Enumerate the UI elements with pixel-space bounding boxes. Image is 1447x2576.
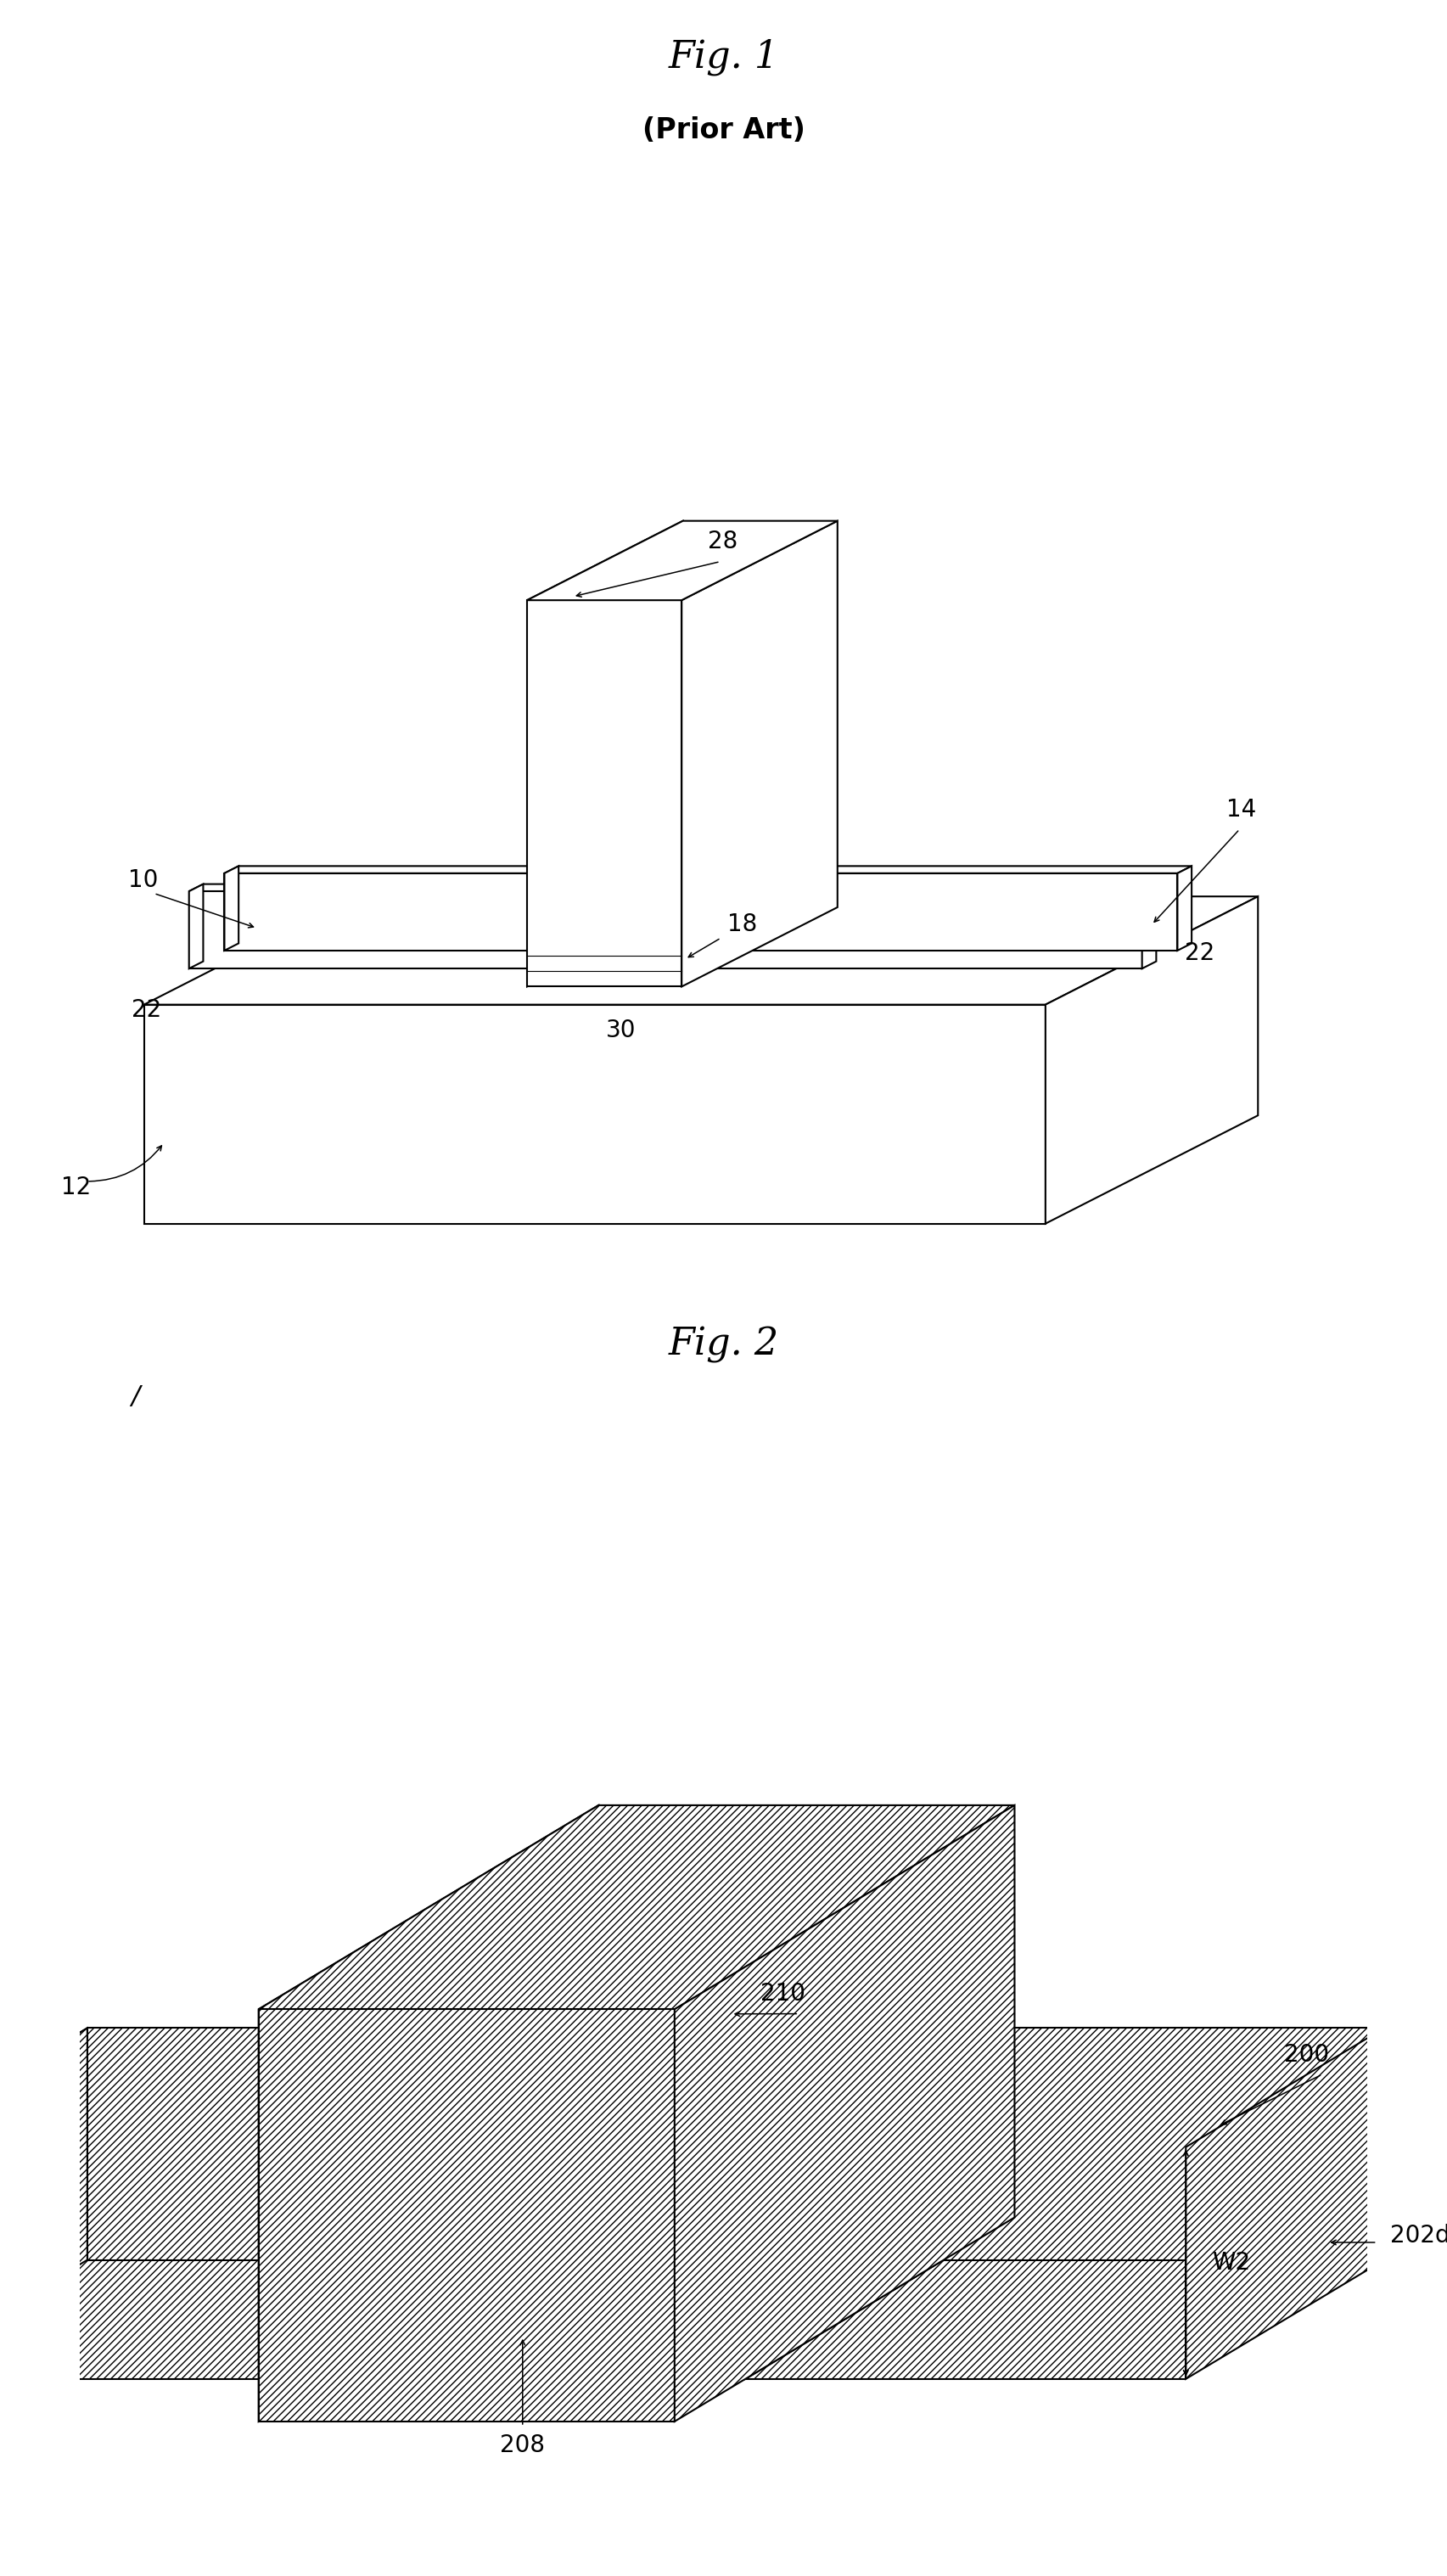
- Polygon shape: [943, 2027, 1385, 2259]
- Polygon shape: [224, 866, 1192, 873]
- Polygon shape: [190, 884, 203, 969]
- Polygon shape: [1142, 884, 1156, 969]
- Polygon shape: [87, 2027, 528, 2259]
- Text: (Prior Art): (Prior Art): [642, 116, 805, 144]
- Polygon shape: [143, 896, 1257, 1005]
- Polygon shape: [745, 2027, 943, 2380]
- Text: 30: 30: [606, 1018, 637, 1041]
- Polygon shape: [143, 1005, 1046, 1224]
- Text: 14: 14: [1227, 799, 1256, 822]
- Polygon shape: [190, 884, 1156, 891]
- Text: 22: 22: [1185, 940, 1214, 966]
- Polygon shape: [259, 1806, 599, 2421]
- Polygon shape: [224, 866, 239, 951]
- Polygon shape: [0, 2027, 528, 2148]
- Polygon shape: [1046, 896, 1257, 1224]
- Text: 202d: 202d: [1391, 2223, 1447, 2246]
- Text: 210: 210: [760, 1984, 805, 2007]
- Polygon shape: [745, 2027, 1385, 2148]
- Text: 208: 208: [501, 2434, 546, 2458]
- Text: 28: 28: [708, 531, 738, 554]
- Polygon shape: [259, 1806, 1014, 2009]
- Polygon shape: [674, 1806, 1014, 2421]
- Polygon shape: [330, 2027, 528, 2380]
- Polygon shape: [0, 2148, 330, 2380]
- Polygon shape: [0, 2027, 87, 2380]
- Polygon shape: [745, 2148, 1187, 2380]
- Polygon shape: [259, 2009, 674, 2421]
- Text: /: /: [132, 1383, 140, 1409]
- Text: 22: 22: [132, 997, 162, 1023]
- Polygon shape: [527, 600, 682, 987]
- Text: 200: 200: [1283, 2043, 1328, 2066]
- Text: 10: 10: [129, 868, 158, 891]
- Polygon shape: [527, 520, 838, 600]
- Text: W2: W2: [1211, 2251, 1250, 2275]
- Polygon shape: [224, 873, 1178, 951]
- Text: Fig. 2: Fig. 2: [669, 1327, 778, 1363]
- Polygon shape: [190, 891, 1142, 969]
- Polygon shape: [527, 520, 683, 987]
- Text: 18: 18: [728, 912, 757, 938]
- Text: Fig. 1: Fig. 1: [669, 39, 778, 75]
- Polygon shape: [1178, 866, 1192, 951]
- Text: 12: 12: [61, 1175, 91, 1200]
- Polygon shape: [1187, 2027, 1385, 2380]
- Polygon shape: [599, 1806, 1014, 2218]
- Polygon shape: [682, 520, 838, 987]
